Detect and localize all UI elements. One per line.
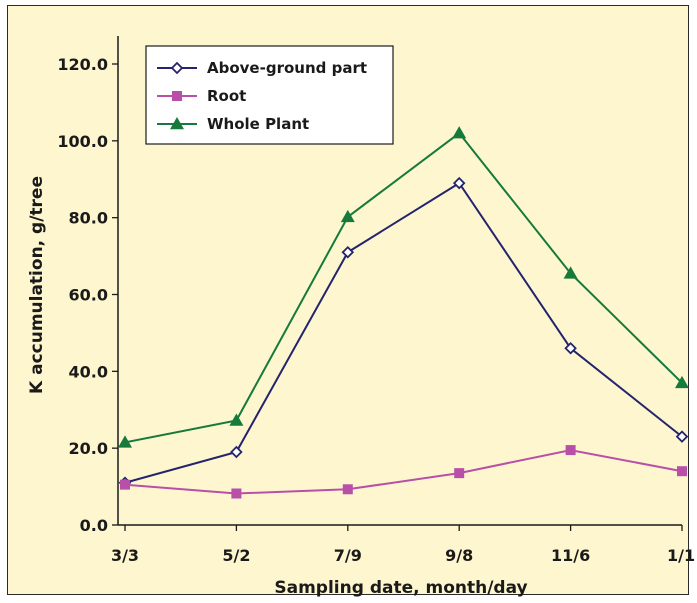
x-tick-label: 1/1 — [667, 546, 695, 565]
legend-marker — [170, 117, 184, 130]
y-axis-title: K accumulation, g/tree — [27, 176, 47, 394]
data-point — [231, 488, 242, 499]
series-line — [124, 449, 683, 495]
y-tick-label: 60.0 — [69, 286, 108, 305]
series-line — [124, 181, 683, 484]
data-point — [229, 413, 244, 426]
series-1 — [120, 445, 687, 499]
x-tick-label: 7/9 — [334, 546, 362, 565]
data-point — [563, 266, 578, 279]
x-tick-label: 9/8 — [445, 546, 473, 565]
legend-label: Root — [207, 87, 246, 105]
y-tick-label: 20.0 — [69, 439, 108, 458]
data-point — [452, 126, 467, 139]
y-tick-label: 100.0 — [57, 132, 108, 151]
legend-marker — [172, 91, 182, 101]
data-point — [564, 342, 577, 355]
x-ticks: 3/3 5/2 7/9 9/8 11/6 1/1 — [111, 525, 695, 565]
series-0 — [118, 176, 689, 490]
x-tick-label: 5/2 — [222, 546, 250, 565]
series-line — [124, 131, 683, 444]
y-tick-label: 0.0 — [80, 516, 108, 535]
data-point — [342, 484, 353, 495]
y-tick-label: 40.0 — [69, 362, 108, 381]
x-axis-title: Sampling date, month/day — [274, 578, 527, 598]
data-point — [118, 435, 132, 448]
data-point — [454, 468, 465, 479]
series-2 — [118, 126, 689, 448]
legend-item: Above-ground part — [157, 59, 367, 77]
legend-item: Root — [157, 87, 246, 105]
data-point — [675, 375, 689, 389]
x-tick-label: 11/6 — [551, 546, 590, 565]
data-point — [341, 245, 355, 259]
plot-axes — [117, 36, 682, 526]
legend-label: Whole Plant — [207, 115, 309, 133]
data-point — [675, 430, 689, 443]
data-point — [120, 479, 130, 490]
legend-label: Above-ground part — [207, 59, 367, 77]
data-point — [565, 445, 576, 456]
data-point — [452, 176, 466, 190]
data-point — [340, 209, 355, 223]
y-tick-label: 120.0 — [57, 55, 108, 74]
series-layer — [118, 126, 689, 499]
data-point — [677, 466, 687, 477]
data-point — [230, 445, 243, 459]
y-tick-label: 80.0 — [69, 209, 108, 228]
y-ticks: 0.0 20.0 40.0 60.0 80.0 100.0 120.0 — [57, 55, 118, 535]
legend-item: Whole Plant — [157, 115, 309, 133]
legend-marker — [170, 61, 184, 75]
x-tick-label: 3/3 — [111, 546, 139, 565]
legend: Above-ground part Root Whole Plant — [145, 45, 394, 145]
